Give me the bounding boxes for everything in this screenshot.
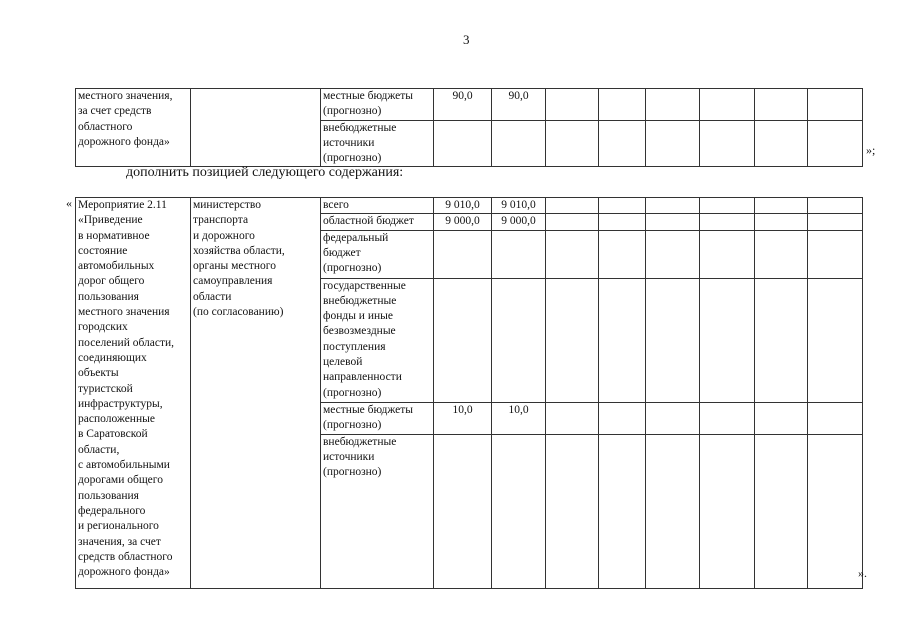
table-row: областной бюджет 9 000,0 9 000,0 (76, 213, 863, 231)
value-cell (598, 277, 646, 403)
executor-cell: министерство транспорта и дорожного хозя… (190, 197, 321, 589)
executor-cell (190, 87, 321, 168)
value-cell (807, 277, 863, 403)
page-number: 3 (463, 32, 470, 47)
value-cell: 9 000,0 (433, 213, 492, 231)
value-cell (433, 229, 492, 279)
value-cell (598, 433, 646, 589)
value-cell (545, 401, 599, 435)
value-cell: 90,0 (491, 88, 546, 121)
table-row: Мероприятие 2.11 «Приведение в нормативн… (75, 196, 863, 589)
value-cell (807, 88, 863, 121)
value-cell (645, 401, 700, 435)
value-cell (645, 88, 700, 121)
table-row: внебюджетные источники (прогнозно) (76, 433, 863, 589)
value-cell (807, 401, 863, 435)
value-cell (754, 88, 808, 121)
table-row: федеральный бюджет (прогнозно) (76, 229, 863, 279)
opening-quote-2: « (66, 196, 72, 210)
funding-source-cell: внебюджетные источники (прогнозно) (320, 119, 434, 168)
value-cell (491, 433, 546, 589)
value-cell (645, 213, 700, 231)
value-cell (754, 213, 808, 231)
table-new-position: Мероприятие 2.11 «Приведение в нормативн… (75, 196, 863, 589)
value-cell (699, 277, 755, 403)
value-cell (645, 229, 700, 279)
value-cell (598, 119, 646, 168)
amendment-paragraph: дополнить позицией следующего содержания… (126, 165, 404, 180)
value-cell (645, 277, 700, 403)
value-cell (807, 213, 863, 231)
measure-cell: местного значения, за счет средств облас… (75, 87, 191, 168)
value-cell (754, 119, 808, 168)
value-cell (545, 88, 599, 121)
funding-source-cell: государственные внебюджетные фонды и ины… (320, 277, 434, 403)
value-cell (598, 196, 646, 215)
value-cell (545, 213, 599, 231)
value-cell (433, 433, 492, 589)
value-cell (598, 401, 646, 435)
value-cell (545, 433, 599, 589)
value-cell: 10,0 (433, 401, 492, 435)
value-cell (545, 277, 599, 403)
value-cell (699, 433, 755, 589)
funding-source-cell: областной бюджет (320, 213, 434, 231)
table-continuation: местного значения, за счет средств облас… (75, 87, 863, 168)
value-cell (545, 119, 599, 168)
value-cell (754, 229, 808, 279)
value-cell (545, 229, 599, 279)
value-cell (699, 119, 755, 168)
value-cell: 9 010,0 (491, 196, 546, 215)
measure-cell: Мероприятие 2.11 «Приведение в нормативн… (75, 197, 191, 589)
funding-source-cell: местные бюджеты (прогнозно) (320, 401, 434, 435)
value-cell (491, 229, 546, 279)
funding-source-cell: местные бюджеты (прогнозно) (320, 88, 434, 121)
value-cell: 9 000,0 (491, 213, 546, 231)
value-cell (433, 119, 492, 168)
value-cell (699, 401, 755, 435)
value-cell (545, 196, 599, 215)
value-cell (754, 196, 808, 215)
value-cell (645, 433, 700, 589)
value-cell (433, 277, 492, 403)
value-cell (598, 88, 646, 121)
value-cell (598, 213, 646, 231)
value-cell (807, 229, 863, 279)
value-cell: 9 010,0 (433, 196, 492, 215)
table-row: местного значения, за счет средств облас… (75, 87, 863, 168)
value-cell (807, 433, 863, 589)
value-cell (754, 277, 808, 403)
value-cell (754, 401, 808, 435)
closing-quote-2: ». (858, 566, 867, 580)
value-cell (699, 213, 755, 231)
value-cell (807, 119, 863, 168)
value-cell (699, 196, 755, 215)
value-cell (491, 119, 546, 168)
table-row: внебюджетные источники (прогнозно) (76, 119, 863, 168)
value-cell (491, 277, 546, 403)
funding-source-cell: федеральный бюджет (прогнозно) (320, 229, 434, 279)
value-cell (598, 229, 646, 279)
funding-source-cell: всего (320, 196, 434, 215)
value-cell (699, 88, 755, 121)
value-cell: 10,0 (491, 401, 546, 435)
value-cell (645, 119, 700, 168)
value-cell (699, 229, 755, 279)
value-cell (645, 196, 700, 215)
value-cell (807, 196, 863, 215)
closing-quote-1: »; (866, 143, 876, 157)
funding-source-cell: внебюджетные источники (прогнозно) (320, 433, 434, 589)
value-cell: 90,0 (433, 88, 492, 121)
value-cell (754, 433, 808, 589)
